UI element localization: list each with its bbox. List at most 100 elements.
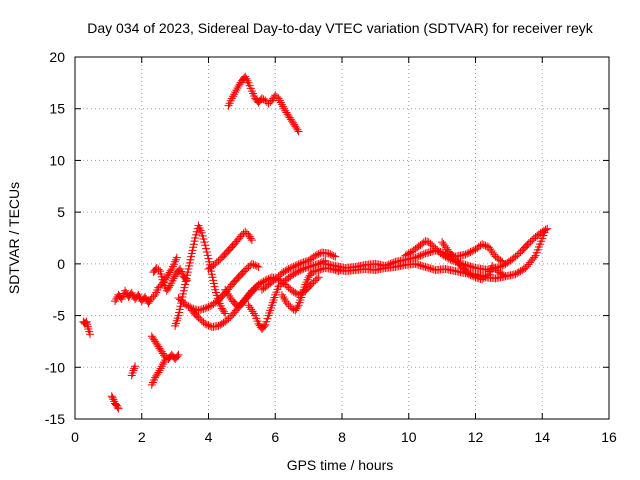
data-point (152, 371, 161, 380)
data-point (149, 335, 158, 344)
data-point (157, 362, 166, 371)
data-point (416, 251, 425, 260)
data-series (147, 356, 170, 389)
data-point (309, 267, 318, 276)
data-point (246, 234, 255, 243)
x-tick-label: 8 (338, 429, 346, 445)
data-point (414, 252, 423, 261)
data-point (291, 269, 300, 278)
data-point (259, 277, 268, 286)
data-point (231, 88, 240, 97)
y-tick-label: -15 (45, 411, 65, 427)
data-point (280, 104, 289, 113)
y-tick-label: 10 (49, 152, 65, 168)
data-point (513, 269, 522, 278)
data-point (247, 259, 256, 268)
data-point (294, 260, 303, 269)
data-point (232, 86, 241, 95)
data-point (247, 236, 256, 245)
plot-frame (74, 56, 610, 420)
data-point (302, 257, 311, 266)
data-point (327, 251, 336, 260)
data-point (314, 273, 323, 282)
data-point (247, 305, 256, 314)
data-series (107, 392, 123, 413)
data-point (296, 259, 305, 268)
data-point (160, 277, 168, 286)
data-point (158, 360, 167, 369)
data-point (423, 263, 432, 272)
data-point (153, 340, 162, 349)
data-point (201, 304, 210, 313)
data-point (148, 333, 157, 342)
data-point (279, 102, 288, 111)
data-point (424, 248, 433, 257)
data-point (217, 319, 226, 328)
data-point (248, 307, 257, 316)
x-tick-label: 0 (71, 429, 79, 445)
data-point (439, 251, 448, 260)
chart-title: Day 034 of 2023, Sidereal Day-to-day VTE… (87, 20, 593, 36)
data-point (413, 260, 422, 269)
data-point (285, 113, 294, 122)
data-point (280, 295, 289, 304)
data-point (538, 227, 547, 236)
data-point (154, 342, 163, 351)
data-point (182, 301, 191, 310)
x-tick-label: 10 (401, 429, 417, 445)
data-point (121, 286, 130, 295)
data-point (428, 265, 437, 274)
data-point (134, 290, 143, 299)
data-point (317, 265, 326, 274)
data-point (204, 321, 213, 330)
y-tick-label: 15 (49, 101, 65, 117)
data-point (274, 94, 283, 103)
data-point (284, 300, 293, 309)
data-point (291, 306, 300, 315)
data-point (216, 320, 225, 329)
data-point (530, 253, 539, 262)
data-point (196, 305, 205, 314)
data-point (202, 247, 211, 256)
data-point (202, 320, 211, 329)
data-point (292, 124, 301, 133)
data-series (111, 253, 181, 308)
data-point (252, 262, 261, 271)
data-point (251, 261, 260, 270)
data-point (173, 352, 182, 361)
y-axis-label: SDTVAR / TECUs (6, 182, 22, 294)
data-point (294, 127, 303, 136)
data-point (466, 247, 475, 256)
data-point (469, 263, 478, 272)
data-point (424, 263, 433, 272)
data-point (129, 366, 138, 375)
data-point (194, 306, 203, 315)
data-point (291, 122, 300, 131)
data-point (501, 259, 510, 268)
data-point (291, 288, 300, 297)
data-point (218, 306, 227, 315)
data-point (291, 261, 300, 270)
data-point (279, 292, 288, 301)
data-point (403, 250, 412, 259)
data-point (111, 297, 120, 306)
data-point (284, 111, 293, 120)
data-point (471, 273, 480, 282)
data-point (287, 117, 296, 126)
x-tick-label: 2 (138, 429, 146, 445)
data-point (314, 266, 323, 275)
data-point (161, 356, 170, 365)
data-point (254, 262, 263, 271)
data-point (316, 265, 325, 274)
data-point (324, 249, 333, 258)
data-point (257, 94, 266, 103)
data-point (242, 74, 251, 83)
data-point (292, 261, 301, 270)
data-point (113, 292, 122, 301)
data-point (201, 244, 210, 253)
data-point (286, 264, 295, 273)
data-point (155, 344, 164, 353)
data-point (228, 92, 237, 101)
data-point (202, 303, 211, 312)
